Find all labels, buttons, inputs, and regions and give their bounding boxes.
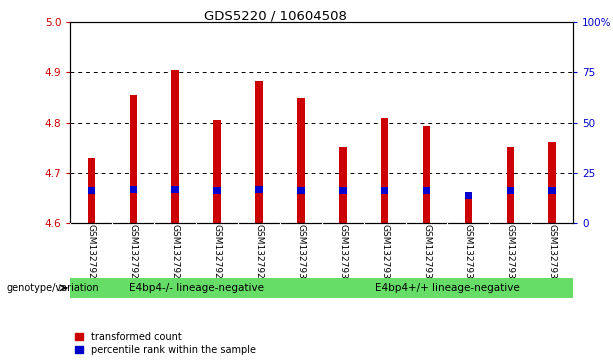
Text: GSM1327930: GSM1327930 [296,224,305,285]
Bar [213,187,221,194]
Legend: transformed count, percentile rank within the sample: transformed count, percentile rank withi… [75,331,256,355]
Bar [549,187,556,194]
Bar [423,126,430,223]
Text: GSM1327925: GSM1327925 [87,224,96,285]
Bar [255,186,263,193]
Text: GSM1327935: GSM1327935 [506,224,515,285]
Bar [172,186,179,193]
Bar [129,186,137,193]
Bar [465,192,472,199]
Bar [381,118,389,223]
Bar [88,158,95,223]
FancyBboxPatch shape [70,278,322,298]
Text: GSM1327934: GSM1327934 [464,224,473,285]
Bar [506,147,514,223]
Bar [129,95,137,223]
Text: GSM1327929: GSM1327929 [254,224,264,285]
Bar [506,187,514,194]
Text: GSM1327933: GSM1327933 [422,224,431,285]
Bar [213,120,221,223]
Text: GSM1327926: GSM1327926 [129,224,138,285]
Text: GSM1327927: GSM1327927 [170,224,180,285]
FancyBboxPatch shape [322,278,573,298]
Bar [172,70,179,223]
Bar [339,187,346,194]
Text: GSM1327936: GSM1327936 [547,224,557,285]
Bar [297,187,305,194]
Bar [423,187,430,194]
Text: GSM1327932: GSM1327932 [380,224,389,285]
Text: GDS5220 / 10604508: GDS5220 / 10604508 [204,9,348,22]
Text: E4bp4+/+ lineage-negative: E4bp4+/+ lineage-negative [375,283,520,293]
Text: genotype/variation: genotype/variation [6,283,99,293]
Bar [339,147,346,223]
Text: E4bp4-/- lineage-negative: E4bp4-/- lineage-negative [129,283,264,293]
Bar [549,142,556,223]
Bar [465,197,472,223]
Bar [88,187,95,194]
Bar [381,187,389,194]
Bar [297,98,305,223]
Text: GSM1327931: GSM1327931 [338,224,348,285]
Bar [255,81,263,223]
Text: GSM1327928: GSM1327928 [213,224,222,285]
